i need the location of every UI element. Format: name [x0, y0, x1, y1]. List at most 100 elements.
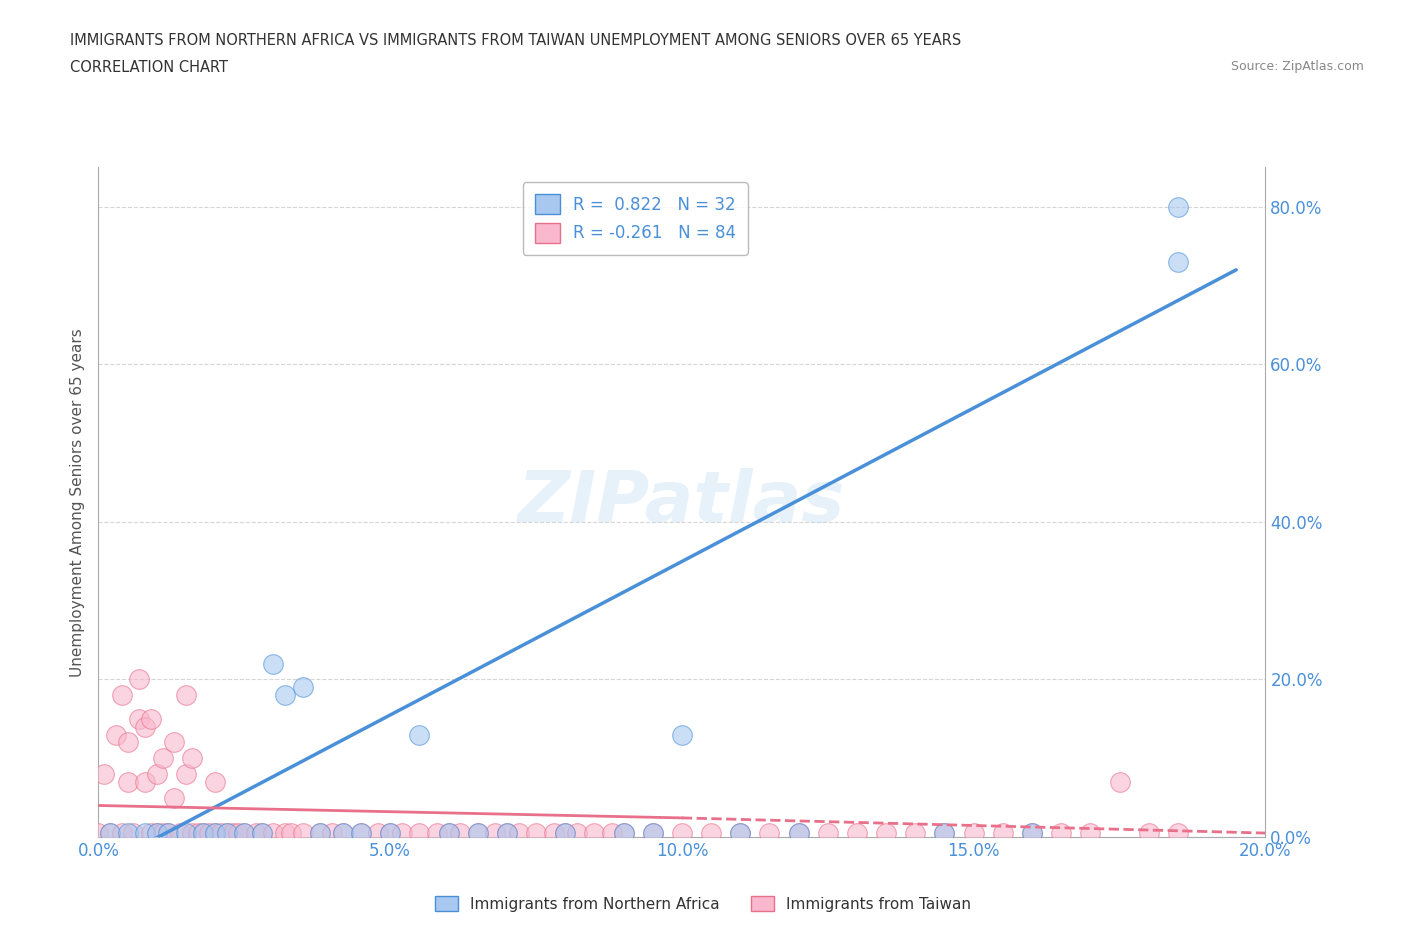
Y-axis label: Unemployment Among Seniors over 65 years: Unemployment Among Seniors over 65 years [69, 328, 84, 677]
Point [174, 688, 197, 703]
Point [128, 711, 150, 726]
Point [408, 727, 430, 742]
Point [233, 826, 256, 841]
Point [524, 826, 547, 841]
Point [1108, 775, 1130, 790]
Text: CORRELATION CHART: CORRELATION CHART [70, 60, 228, 75]
Point [437, 826, 460, 841]
Point [174, 826, 197, 841]
Point [163, 735, 186, 750]
Point [152, 826, 174, 841]
Point [554, 826, 576, 841]
Point [378, 826, 402, 841]
Point [321, 826, 343, 841]
Point [367, 826, 389, 841]
Point [600, 826, 623, 841]
Point [787, 826, 810, 841]
Point [991, 826, 1014, 841]
Point [758, 826, 780, 841]
Point [98, 826, 121, 841]
Point [291, 680, 314, 695]
Point [1137, 826, 1160, 841]
Text: Source: ZipAtlas.com: Source: ZipAtlas.com [1230, 60, 1364, 73]
Point [641, 826, 664, 841]
Point [139, 711, 162, 726]
Point [128, 672, 150, 687]
Point [193, 826, 215, 841]
Point [426, 826, 449, 841]
Point [671, 826, 693, 841]
Point [215, 826, 238, 841]
Point [612, 826, 634, 841]
Point [787, 826, 810, 841]
Point [233, 826, 256, 841]
Point [250, 826, 273, 841]
Point [728, 826, 751, 841]
Legend: Immigrants from Northern Africa, Immigrants from Taiwan: Immigrants from Northern Africa, Immigra… [429, 889, 977, 918]
Point [193, 826, 215, 841]
Point [565, 826, 588, 841]
Point [209, 826, 232, 841]
Point [700, 826, 723, 841]
Point [1021, 826, 1043, 841]
Point [187, 826, 209, 841]
Point [1167, 255, 1189, 270]
Point [245, 826, 267, 841]
Point [728, 826, 751, 841]
Point [391, 826, 413, 841]
Point [934, 826, 956, 841]
Point [484, 826, 506, 841]
Point [378, 826, 402, 841]
Point [215, 826, 238, 841]
Point [117, 775, 139, 790]
Point [309, 826, 332, 841]
Point [1021, 826, 1043, 841]
Legend: R =  0.822   N = 32, R = -0.261   N = 84: R = 0.822 N = 32, R = -0.261 N = 84 [523, 182, 748, 255]
Point [87, 826, 110, 841]
Point [845, 826, 868, 841]
Point [1080, 826, 1102, 841]
Point [152, 751, 174, 765]
Point [508, 826, 530, 841]
Point [467, 826, 489, 841]
Point [1167, 826, 1189, 841]
Point [332, 826, 354, 841]
Point [139, 826, 162, 841]
Text: IMMIGRANTS FROM NORTHERN AFRICA VS IMMIGRANTS FROM TAIWAN UNEMPLOYMENT AMONG SEN: IMMIGRANTS FROM NORTHERN AFRICA VS IMMIG… [70, 33, 962, 47]
Point [934, 826, 956, 841]
Point [157, 826, 180, 841]
Point [612, 826, 634, 841]
Point [962, 826, 984, 841]
Point [204, 775, 226, 790]
Point [204, 826, 226, 841]
Point [117, 826, 139, 841]
Point [146, 826, 169, 841]
Point [146, 766, 169, 781]
Point [169, 826, 191, 841]
Point [543, 826, 565, 841]
Point [262, 826, 284, 841]
Point [495, 826, 517, 841]
Point [117, 735, 139, 750]
Point [904, 826, 927, 841]
Point [180, 826, 202, 841]
Point [817, 826, 839, 841]
Point [583, 826, 606, 841]
Point [274, 688, 297, 703]
Text: ZIPatlas: ZIPatlas [519, 468, 845, 537]
Point [228, 826, 250, 841]
Point [495, 826, 517, 841]
Point [350, 826, 373, 841]
Point [134, 826, 156, 841]
Point [204, 826, 226, 841]
Point [163, 790, 186, 805]
Point [449, 826, 471, 841]
Point [1167, 199, 1189, 214]
Point [408, 826, 430, 841]
Point [1050, 826, 1073, 841]
Point [291, 826, 314, 841]
Point [98, 826, 121, 841]
Point [111, 688, 134, 703]
Point [350, 826, 373, 841]
Point [641, 826, 664, 841]
